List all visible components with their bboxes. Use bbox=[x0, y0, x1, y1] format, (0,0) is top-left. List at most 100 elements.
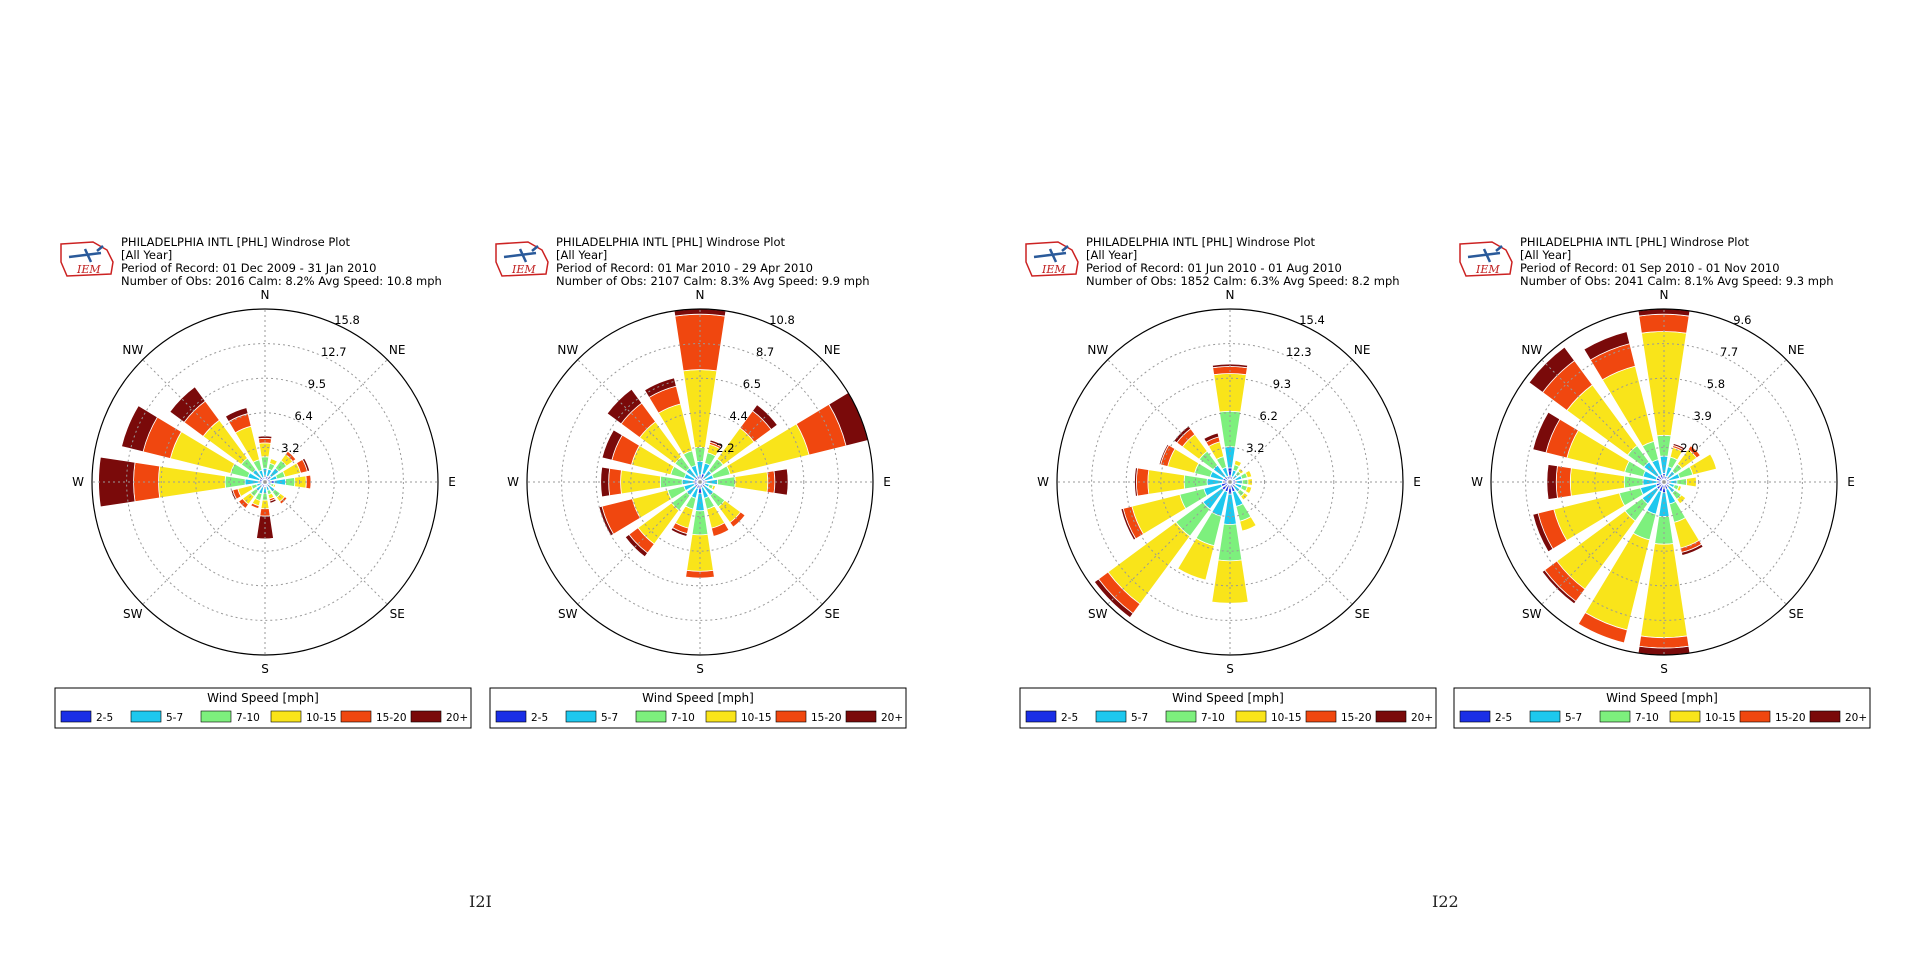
legend-label-7-10: 7-10 bbox=[1201, 712, 1225, 724]
legend-label-20+: 20+ bbox=[1845, 712, 1867, 724]
grid-ring bbox=[561, 343, 839, 621]
iem-logo: IEM bbox=[60, 241, 114, 277]
bar-ssw-20+ bbox=[670, 527, 688, 537]
legend-swatch-20+ bbox=[1809, 710, 1841, 723]
legend-swatch-5-7 bbox=[130, 710, 162, 723]
period-of-record: Period of Record: 01 Dec 2009 - 31 Jan 2… bbox=[121, 261, 376, 275]
iowa-outline-icon bbox=[1459, 241, 1513, 277]
bar-nnw-20+ bbox=[1203, 432, 1220, 443]
grid-spoke bbox=[1663, 481, 1787, 605]
legend: Wind Speed [mph] 2-5 5-7 7-10 10-15 15-20 20+ bbox=[54, 687, 472, 729]
direction-label-se: SE bbox=[1789, 607, 1804, 621]
grid-ring bbox=[126, 343, 404, 621]
bar-sw-20+ bbox=[624, 533, 649, 558]
bar-n-20+ bbox=[257, 435, 273, 440]
iem-logo: IEM bbox=[1459, 241, 1513, 277]
bar-s-7-10 bbox=[261, 492, 269, 501]
bar-e-15-20 bbox=[305, 474, 312, 490]
chart-subtitle: [All Year] bbox=[556, 248, 607, 262]
windrose-panel-2: IEM PHILADELPHIA INTL [PHL] Windrose Plot… bbox=[489, 235, 907, 729]
grid-spoke bbox=[577, 359, 701, 483]
legend-title: Wind Speed [mph] bbox=[1606, 691, 1718, 705]
bar-nne-20+ bbox=[1672, 443, 1686, 451]
grid-ring bbox=[1559, 377, 1769, 587]
grid-spoke bbox=[1541, 359, 1665, 483]
ring-label: 3.2 bbox=[1246, 441, 1264, 455]
ring-label: 6.5 bbox=[743, 377, 761, 391]
obs-stats: Number of Obs: 2107 Calm: 8.3% Avg Speed… bbox=[556, 274, 870, 288]
grid-spoke bbox=[1107, 481, 1231, 605]
direction-label-sw: SW bbox=[1088, 607, 1108, 621]
chart-subtitle: [All Year] bbox=[1520, 248, 1571, 262]
bar-se-10-15 bbox=[1676, 494, 1687, 505]
legend-label-20+: 20+ bbox=[881, 712, 903, 724]
bar-ssw-15-20 bbox=[1577, 612, 1628, 644]
legend-label-15-20: 15-20 bbox=[1341, 712, 1372, 724]
ring-label: 7.7 bbox=[1720, 345, 1738, 359]
grid-spoke bbox=[142, 359, 266, 483]
logo-text: IEM bbox=[76, 263, 101, 276]
ring-label: 9.6 bbox=[1733, 313, 1751, 327]
ring-label: 5.8 bbox=[1707, 377, 1725, 391]
iem-logo: IEM bbox=[1025, 241, 1079, 277]
grid-spoke bbox=[264, 359, 388, 483]
chart-subtitle: [All Year] bbox=[121, 248, 172, 262]
bar-ese-10-15 bbox=[1244, 485, 1253, 495]
ring-label: 12.7 bbox=[321, 345, 347, 359]
bar-ssw-10-15 bbox=[1177, 537, 1215, 581]
bar-ssw-15-20 bbox=[250, 502, 260, 510]
iem-logo: IEM bbox=[495, 241, 549, 277]
legend-swatch-7-10 bbox=[200, 710, 232, 723]
direction-label-ne: NE bbox=[1788, 343, 1805, 357]
legend-label-7-10: 7-10 bbox=[671, 712, 695, 724]
bar-n-5-7 bbox=[1224, 446, 1236, 469]
bar-nnw-20+ bbox=[1583, 331, 1631, 361]
legend-label-2-5: 2-5 bbox=[1495, 712, 1512, 724]
legend-label-2-5: 2-5 bbox=[531, 712, 548, 724]
grid-ring bbox=[595, 377, 805, 587]
legend-label-15-20: 15-20 bbox=[1775, 712, 1806, 724]
legend-swatch-15-20 bbox=[1739, 710, 1771, 723]
obs-stats: Number of Obs: 2016 Calm: 8.2% Avg Speed… bbox=[121, 274, 442, 288]
grid-ring bbox=[1160, 412, 1300, 552]
legend-swatch-5-7 bbox=[565, 710, 597, 723]
ring-label: 3.9 bbox=[1693, 409, 1711, 423]
chart-title: PHILADELPHIA INTL [PHL] Windrose Plot bbox=[1520, 235, 1750, 249]
windrose-panel-1: IEM PHILADELPHIA INTL [PHL] Windrose Plot… bbox=[54, 235, 472, 729]
legend-label-20+: 20+ bbox=[1411, 712, 1433, 724]
legend-swatch-2-5 bbox=[495, 710, 527, 723]
legend-label-5-7: 5-7 bbox=[166, 712, 183, 724]
legend-label-5-7: 5-7 bbox=[601, 712, 618, 724]
bar-n-7-10 bbox=[694, 447, 706, 462]
grid-spoke bbox=[1229, 359, 1353, 483]
bar-wnw-20+ bbox=[601, 429, 623, 461]
outer-ring bbox=[1490, 308, 1838, 656]
direction-label-s: S bbox=[1226, 662, 1234, 676]
direction-label-ne: NE bbox=[824, 343, 841, 357]
period-of-record: Period of Record: 01 Mar 2010 - 29 Apr 2… bbox=[556, 261, 813, 275]
grid-ring bbox=[1091, 343, 1369, 621]
bar-wsw-20+ bbox=[1120, 507, 1137, 541]
direction-label-e: E bbox=[1413, 475, 1421, 489]
airplane-icon bbox=[1467, 245, 1503, 263]
legend-label-7-10: 7-10 bbox=[1635, 712, 1659, 724]
legend-swatch-10-15 bbox=[1235, 710, 1267, 723]
grid-spoke bbox=[699, 359, 823, 483]
iowa-outline-icon bbox=[495, 241, 549, 277]
direction-label-se: SE bbox=[825, 607, 840, 621]
direction-label-w: W bbox=[72, 475, 84, 489]
direction-label-se: SE bbox=[390, 607, 405, 621]
bar-ene-10-15 bbox=[1244, 469, 1253, 479]
bar-w-20+ bbox=[600, 466, 611, 498]
legend-swatch-20+ bbox=[845, 710, 877, 723]
bar-e-10-15 bbox=[1685, 476, 1697, 488]
grid-spoke bbox=[264, 481, 388, 605]
legend-label-7-10: 7-10 bbox=[236, 712, 260, 724]
legend-label-15-20: 15-20 bbox=[811, 712, 842, 724]
legend-label-10-15: 10-15 bbox=[306, 712, 337, 724]
direction-label-n: N bbox=[1660, 288, 1669, 302]
page-number-left: I2I bbox=[469, 892, 492, 911]
bar-s-10-15 bbox=[1211, 559, 1249, 604]
direction-label-w: W bbox=[1471, 475, 1483, 489]
obs-stats: Number of Obs: 2041 Calm: 8.1% Avg Speed… bbox=[1520, 274, 1834, 288]
